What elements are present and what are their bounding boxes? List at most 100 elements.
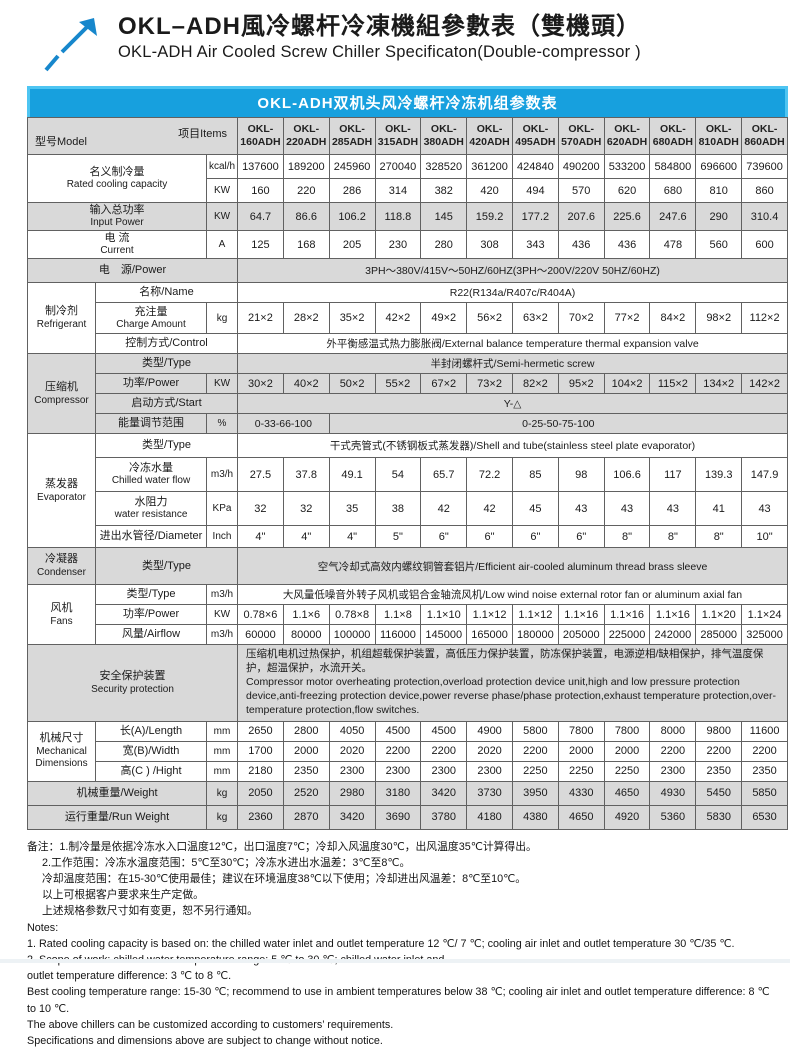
value-cell: 328520 — [420, 154, 468, 179]
value-cell: 5800 — [511, 720, 559, 742]
value-cell: 117 — [649, 457, 697, 493]
value-cell: 100000 — [328, 624, 376, 646]
value-cell: 43 — [741, 491, 788, 527]
unit-cell: % — [205, 413, 239, 435]
row-label-length: 长(A)/Length — [95, 720, 207, 742]
value-cell: 285000 — [695, 624, 743, 646]
value-cell: 290 — [695, 201, 743, 232]
value-cell: 1.1×16 — [603, 604, 651, 626]
value-cell: 4380 — [511, 804, 559, 830]
spec-row-charge-amount: 充注量 Charge Amount kg 21×2 28×2 35×2 42×2 49×… — [28, 302, 788, 335]
row-label-diameter: 进出水管径/Diameter — [95, 525, 207, 549]
note-line: 备注：1.制冷量是依据冷冻水入口温度12℃，出口温度7℃；冷却入风温度30℃，出… — [27, 840, 537, 853]
spec-row-rated-kcal: 名义制冷量 Rated cooling capacity kcal/h 1376… — [27, 154, 788, 203]
value-cell: 0.78×8 — [328, 604, 376, 626]
value-cell: 147.9 — [741, 457, 788, 493]
spec-row-weight: 机械重量/Weight kg 2050 2520 2980 3180 3420 3730 3… — [27, 780, 788, 806]
spec-row-compressor-power: 功率/Power KW 30×2 40×2 50×2 55×2 67×2 73×2 82×2… — [28, 373, 788, 395]
value-cell: 2300 — [328, 760, 376, 782]
page-subtitle: OKL-ADH Air Cooled Screw Chiller Specifi… — [118, 43, 641, 61]
value-cell: 4650 — [603, 780, 651, 806]
value-cell: 6" — [557, 525, 605, 549]
group-fans: 风机 Fans — [27, 584, 96, 646]
group-evaporator: 蒸发器 Evaporator — [27, 433, 96, 549]
value-cell: 4" — [237, 525, 284, 549]
spec-row-control: 控制方式/Control 外平衡感温式热力膨胀阀/External balanc… — [28, 333, 788, 355]
spec-row-fan-type: 风机 Fans 类型/Type m3/h 大风量低噪音外转子风机或铝合金轴流风机… — [27, 584, 788, 646]
value-cell: 3180 — [374, 780, 422, 806]
value-cell: 70×2 — [557, 302, 605, 335]
unit-cell: m3/h — [205, 457, 239, 493]
value-cell: 104×2 — [603, 373, 651, 395]
refrigerant-name-value: R22(R134a/R407c/R404A) — [237, 282, 788, 304]
value-cell: 43 — [649, 491, 697, 527]
value-cell: 6" — [511, 525, 559, 549]
spec-row-refrigerant-name: 制冷剂 Refrigerant 名称/Name R22(R134a/R407c/… — [27, 282, 788, 355]
value-cell: 10" — [741, 525, 788, 549]
value-cell: 8" — [695, 525, 743, 549]
row-label-refrigerant-name: 名称/Name — [94, 282, 239, 304]
value-cell: 60000 — [237, 624, 284, 646]
value-cell: 205 — [328, 230, 376, 260]
table-caption: OKL-ADH双机头风冷螺杆冷冻机组参数表 — [27, 86, 788, 117]
value-cell: 41 — [695, 491, 743, 527]
note-line: Notes: — [27, 921, 59, 934]
value-cell: 436 — [557, 230, 605, 260]
value-cell: 2000 — [557, 740, 605, 762]
value-cell: 54 — [374, 457, 422, 493]
value-cell: 50×2 — [328, 373, 376, 395]
row-label-fan-type: 类型/Type — [95, 584, 207, 606]
value-cell: 1.1×10 — [420, 604, 468, 626]
value-cell: 4" — [328, 525, 376, 549]
value-cell: 2520 — [282, 780, 330, 806]
value-cell: 98×2 — [695, 302, 743, 335]
value-cell: 6" — [420, 525, 468, 549]
model-header-cell: OKL- 570ADH — [557, 117, 605, 155]
value-cell: 116000 — [374, 624, 422, 646]
condenser-type-value: 空气冷却式高效内螺纹铜管套铝片/Efficient air-cooled alu… — [237, 547, 788, 586]
model-header-cell: OKL- 620ADH — [603, 117, 651, 155]
value-cell: 180000 — [511, 624, 559, 646]
corner-model-label: 型号Model — [35, 136, 87, 148]
compressor-type-value: 半封闭螺杆式/Semi-hermetic screw — [237, 353, 788, 375]
value-cell: 270040 — [374, 154, 422, 179]
value-cell: 2350 — [282, 760, 330, 782]
page-header: OKL–ADH風冷螺杆冷凍機組參數表（雙機頭） OKL-ADH Air Cool… — [0, 0, 790, 76]
value-cell: 30×2 — [237, 373, 284, 395]
value-cell: 4500 — [420, 720, 468, 742]
row-label-compressor-type: 类型/Type — [94, 353, 239, 375]
value-cell: 2020 — [466, 740, 513, 762]
value-cell: 584800 — [649, 154, 697, 179]
value-cell: 533200 — [603, 154, 651, 179]
row-label-current: 电 流 Current — [27, 230, 207, 260]
value-cell: 37.8 — [282, 457, 330, 493]
value-cell: 56×2 — [466, 302, 513, 335]
value-cell: 145 — [420, 201, 468, 232]
energy-left-value: 0-33-66-100 — [237, 413, 330, 435]
note-line: 冷却温度范围：在15-30℃使用最佳；建议在环境温度38℃以下使用；冷却进出风温… — [42, 873, 527, 886]
spec-row-start-mode: 启动方式/Start Y-△ — [28, 393, 788, 415]
value-cell: 42 — [466, 491, 513, 527]
value-cell: 2000 — [282, 740, 330, 762]
value-cell: 5850 — [741, 780, 788, 806]
value-cell: 1.1×12 — [466, 604, 513, 626]
note-line: 以上可根据客户要求来生产定做。 — [42, 889, 204, 902]
value-cell: 230 — [374, 230, 422, 260]
value-cell: 1.1×8 — [374, 604, 422, 626]
value-cell: 314 — [374, 178, 422, 203]
model-header-cell: OKL- 420ADH — [466, 117, 513, 155]
value-cell: 2350 — [695, 760, 743, 782]
value-cell: 2020 — [328, 740, 376, 762]
value-cell: 220 — [282, 178, 330, 203]
value-cell: 325000 — [741, 624, 788, 646]
row-label-evaporator-type: 类型/Type — [94, 433, 239, 459]
value-cell: 21×2 — [237, 302, 284, 335]
spec-row-rated-kw: KW 160 220 286 314 382 420 494 570 620 680 810 860 — [28, 178, 788, 203]
note-line: 2.工作范围：冷冻水温度范围：5℃至30℃；冷冻水进出水温差：3℃至8℃。 — [42, 856, 411, 869]
unit-cell: KW — [205, 373, 239, 395]
row-label-energy: 能量调节范围 — [95, 413, 207, 435]
note-line: 1. Rated cooling capacity is based on: t… — [27, 937, 735, 950]
spec-row-security: 安全保护装置 Security protection 压缩机电机过热保护，机组超… — [26, 644, 788, 722]
model-header-cell: OKL- 810ADH — [695, 117, 743, 155]
value-cell: 8" — [603, 525, 651, 549]
